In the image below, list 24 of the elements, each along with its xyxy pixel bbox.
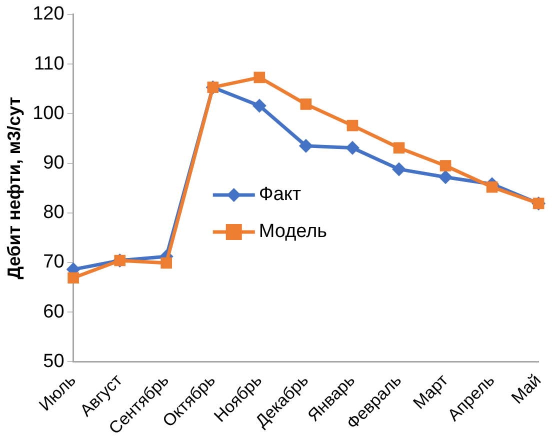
point [393, 142, 405, 154]
point [346, 120, 358, 132]
y-tick-label: 100 [32, 102, 64, 124]
y-tick-label: 50 [43, 350, 64, 372]
legend-label: Модель [258, 221, 328, 242]
point [392, 162, 406, 176]
point [440, 160, 452, 172]
point [300, 98, 312, 110]
y-axis-title: Дебит нефти, м3/сут [4, 96, 24, 280]
point [160, 257, 172, 269]
point [252, 98, 266, 113]
y-tick-label: 110 [34, 53, 64, 74]
point [254, 72, 266, 84]
legend-label: Факт [258, 184, 302, 206]
point [486, 181, 498, 193]
point [345, 140, 360, 155]
y-tick-label: 120 [32, 4, 64, 25]
y-tick-label: 70 [43, 252, 64, 273]
y-tick-label: 60 [43, 301, 64, 322]
point [298, 138, 313, 153]
y-tick-label: 90 [43, 152, 64, 174]
point [68, 272, 79, 284]
y-tick-label: 80 [43, 202, 64, 224]
point [438, 170, 453, 184]
